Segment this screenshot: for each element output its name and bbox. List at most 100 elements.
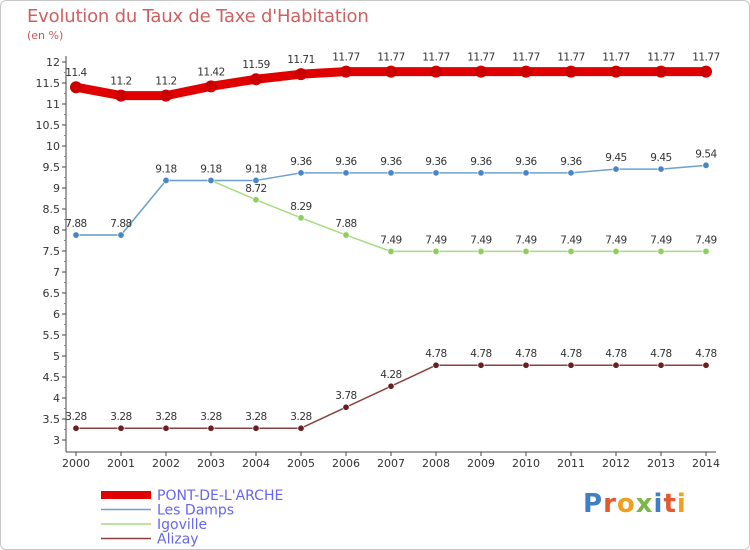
data-label: 7.49 [470,234,491,246]
data-point [250,73,262,86]
data-point [115,89,127,102]
y-tick-label: 6.5 [43,287,61,300]
axes: 3 3.5 4 4.5 5 5.5 6 6.5 7 7.5 8 8.5 9 9.5 10 10.5 11 11.5… [36,56,720,470]
data-label: 4.78 [560,348,581,360]
legend-label: Igoville [157,517,207,533]
data-label: 7.88 [110,218,131,230]
data-point [252,424,260,432]
legend-entry: PONT-DE-L'ARCHE [101,488,283,504]
data-label: 3.78 [335,390,356,402]
data-point [342,169,350,177]
data-label: 11.77 [647,52,675,64]
data-label: 3.28 [155,411,176,423]
logo-letter: t [663,489,677,519]
x-tick-label: 2008 [422,457,450,470]
data-point [477,361,485,369]
data-point [567,361,575,369]
y-tick-label: 8 [53,224,60,237]
x-tick-label: 2014 [692,457,720,470]
data-label: 4.78 [695,348,716,360]
data-label: 4.78 [470,348,491,360]
data-point [432,361,440,369]
x-tick-label: 2002 [152,457,180,470]
data-label: 4.78 [515,348,536,360]
data-point [340,65,352,78]
logo-letter: i [676,489,687,519]
y-tick-label: 9.5 [43,161,61,174]
legend-label: Les Damps [157,503,234,519]
data-label: 11.2 [110,76,131,88]
data-label: 9.36 [470,156,492,168]
data-point [342,403,350,411]
data-point [430,65,442,78]
data-label: 3.28 [110,411,131,423]
data-point [297,169,305,177]
data-point [72,231,80,239]
series-3 [72,361,710,432]
y-tick-label: 5 [53,350,60,363]
x-tick-label: 2013 [647,457,675,470]
data-point [657,361,665,369]
data-point [610,65,622,78]
logo-letter: r [603,489,617,519]
data-point [297,214,305,222]
data-label: 9.36 [335,156,357,168]
data-point [655,65,667,78]
y-tick-label: 7.5 [43,245,61,258]
data-label: 9.36 [560,156,582,168]
series-0 [70,65,712,102]
y-tick-label: 12 [46,56,60,69]
data-label: 7.49 [425,234,446,246]
data-label: 9.54 [695,148,717,160]
logo-letter: i [653,489,664,519]
data-label: 9.36 [290,156,312,168]
x-tick-label: 2011 [557,457,585,470]
data-point [387,382,395,390]
x-tick-label: 2010 [512,457,540,470]
data-point [207,176,215,184]
legend-entry: Igoville [101,517,207,533]
y-tick-label: 10 [46,140,60,153]
data-point [702,161,710,169]
data-point [657,165,665,173]
data-point [522,169,530,177]
chart-subtitle: (en %) [27,29,64,42]
data-point [207,424,215,432]
data-point [342,231,350,239]
x-tick-label: 2000 [62,457,90,470]
y-tick-label: 11.5 [36,77,61,90]
series-1 [72,161,710,239]
y-tick-label: 3 [53,434,60,447]
legend-label: Alizay [157,532,199,548]
data-point [297,424,305,432]
x-tick-label: 2007 [377,457,405,470]
data-point [117,424,125,432]
data-point [657,247,665,255]
y-tick-label: 5.5 [43,329,61,342]
data-point [162,176,170,184]
legend-label: PONT-DE-L'ARCHE [157,488,283,504]
legend-entry: Les Damps [101,503,234,519]
data-point [117,231,125,239]
data-point [432,247,440,255]
data-label: 11.77 [422,52,450,64]
data-label: 3.28 [65,411,86,423]
data-point [612,361,620,369]
data-label: 7.49 [380,234,401,246]
data-label: 11.77 [557,52,585,64]
data-label: 4.28 [380,369,401,381]
data-label: 11.2 [155,76,176,88]
y-tick-label: 6 [53,308,60,321]
data-label: 7.88 [65,218,86,230]
data-label: 9.18 [200,163,221,175]
data-label: 9.18 [245,163,266,175]
data-label: 11.71 [287,54,315,66]
data-label: 7.49 [515,234,536,246]
data-point [702,247,710,255]
data-point [387,169,395,177]
data-label: 8.29 [290,201,311,213]
data-point [477,247,485,255]
data-point [567,247,575,255]
data-point [160,89,172,102]
